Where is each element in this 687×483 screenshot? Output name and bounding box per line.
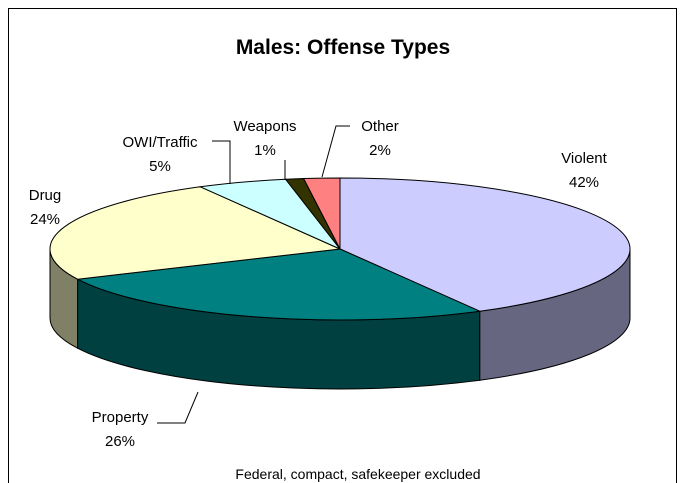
slice-label: Drug — [29, 187, 62, 204]
pie-slice — [49, 186, 342, 280]
leader-line — [321, 125, 350, 178]
slice-label: Violent — [561, 150, 607, 167]
slice-label: Property — [92, 409, 149, 426]
slice-label: Weapons — [233, 118, 296, 135]
slice-label: Other — [361, 118, 399, 135]
leader-line — [157, 391, 199, 424]
pie-slice — [339, 177, 631, 312]
value-label: 24% — [30, 211, 60, 228]
value-label: 42% — [569, 174, 599, 191]
footnote: Federal, compact, safekeeper excluded — [235, 466, 480, 482]
pie-slice — [75, 248, 482, 321]
leader-line — [212, 140, 231, 184]
chart-title: Males: Offense Types — [236, 36, 450, 59]
pie-slice — [302, 177, 341, 250]
value-label: 5% — [149, 158, 171, 175]
value-label: 2% — [369, 142, 391, 159]
pie-labels: Violent 42% Property 26% Drug 24% OWI/Traffic 5… — [29, 118, 608, 450]
value-label: 1% — [254, 142, 276, 159]
value-label: 26% — [105, 433, 135, 450]
pie-tops — [49, 177, 631, 321]
slice-label: OWI/Traffic — [123, 134, 199, 151]
leader-lines — [157, 125, 350, 424]
